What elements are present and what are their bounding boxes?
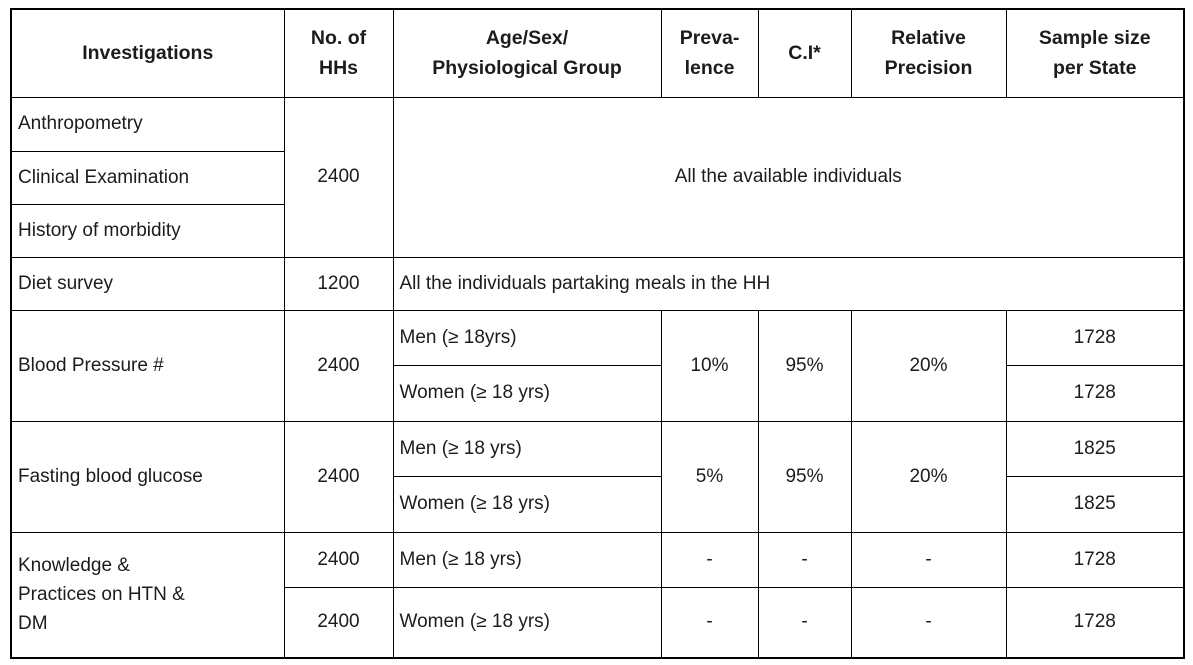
cell-investigation-diet-survey: Diet survey <box>10 256 285 311</box>
table-row-history-of-morbidity: History of morbidity <box>10 203 1184 258</box>
header-investigations: Investigations <box>10 8 285 98</box>
cell-investigation-blood-pressure: Blood Pressure # <box>10 309 285 422</box>
cell-relative-precision-fasting-blood-glucose: 20% <box>850 420 1007 533</box>
cell-sample-knowledge-practices-women: 1728 <box>1005 586 1185 659</box>
table-row-knowledge-practices-women: 2400 Women (≥ 18 yrs) - - - 1728 <box>11 586 1185 659</box>
table-row-blood-pressure-men: Blood Pressure # 2400 Men (≥ 18yrs) 10% … <box>10 309 1185 422</box>
table-row-fasting-blood-glucose-women: Women (≥ 18 yrs) 1825 <box>11 475 1185 533</box>
cell-relative-precision-knowledge-practices-men: - <box>850 531 1007 588</box>
table-row-diet-survey: Diet survey 1200 All the individuals par… <box>10 256 1185 311</box>
cell-relative-precision-blood-pressure: 20% <box>850 309 1007 422</box>
header-sample-size: Sample size per State <box>1005 8 1185 98</box>
cell-group-blood-pressure-men: Men (≥ 18yrs) <box>392 309 662 366</box>
cell-sample-fasting-blood-glucose-men: 1825 <box>1005 420 1185 477</box>
cell-ci-knowledge-practices-women: - <box>757 586 852 659</box>
cell-group-knowledge-practices-men: Men (≥ 18 yrs) <box>392 531 662 588</box>
cell-sample-fasting-blood-glucose-women: 1825 <box>1005 475 1185 533</box>
cell-investigation-history-of-morbidity: History of morbidity <box>10 203 285 258</box>
header-age-sex-group: Age/Sex/ Physiological Group <box>392 8 662 98</box>
cell-hhs-fasting-blood-glucose: 2400 <box>283 420 394 533</box>
header-prevalence: Preva- lence <box>660 8 759 98</box>
survey-sampling-table: Investigations No. of HHs Age/Sex/ Physi… <box>10 8 1185 659</box>
cell-ci-blood-pressure: 95% <box>757 309 852 422</box>
cell-group-available-individuals: All the available individuals <box>392 96 1185 258</box>
header-row: Investigations No. of HHs Age/Sex/ Physi… <box>10 8 1185 98</box>
cell-prevalence-fasting-blood-glucose: 5% <box>660 420 759 533</box>
cell-sample-blood-pressure-men: 1728 <box>1005 309 1185 366</box>
cell-prevalence-knowledge-practices-women: - <box>660 586 759 659</box>
table-row-anthropometry: Anthropometry 2400 All the available ind… <box>10 96 1185 258</box>
header-ci: C.I* <box>757 8 852 98</box>
cell-investigation-knowledge-practices: Knowledge & Practices on HTN & DM <box>10 531 285 659</box>
cell-group-fasting-blood-glucose-men: Men (≥ 18 yrs) <box>392 420 662 477</box>
cell-ci-fasting-blood-glucose: 95% <box>757 420 852 533</box>
header-relative-precision: Relative Precision <box>850 8 1007 98</box>
table-row-knowledge-practices-men: Knowledge & Practices on HTN & DM 2400 M… <box>10 531 1185 659</box>
cell-group-knowledge-practices-women: Women (≥ 18 yrs) <box>392 586 662 659</box>
cell-sample-blood-pressure-women: 1728 <box>1005 364 1185 422</box>
cell-ci-knowledge-practices-men: - <box>757 531 852 588</box>
cell-prevalence-knowledge-practices-men: - <box>660 531 759 588</box>
cell-sample-knowledge-practices-men: 1728 <box>1005 531 1185 588</box>
cell-investigation-fasting-blood-glucose: Fasting blood glucose <box>10 420 285 533</box>
cell-investigation-anthropometry: Anthropometry <box>10 96 285 152</box>
header-no-of-hhs: No. of HHs <box>283 8 394 98</box>
cell-group-blood-pressure-women: Women (≥ 18 yrs) <box>392 364 662 422</box>
cell-prevalence-blood-pressure: 10% <box>660 309 759 422</box>
cell-hhs-knowledge-practices-men: 2400 <box>283 531 394 588</box>
cell-hhs-blood-pressure: 2400 <box>283 309 394 422</box>
cell-hhs-diet-survey: 1200 <box>283 256 394 311</box>
cell-relative-precision-knowledge-practices-women: - <box>850 586 1007 659</box>
cell-investigation-clinical-examination: Clinical Examination <box>10 150 285 205</box>
table-row-fasting-blood-glucose-men: Fasting blood glucose 2400 Men (≥ 18 yrs… <box>10 420 1185 533</box>
cell-group-fasting-blood-glucose-women: Women (≥ 18 yrs) <box>392 475 662 533</box>
table-row-clinical-examination: Clinical Examination <box>10 150 1184 205</box>
cell-hhs-available-group: 2400 <box>283 96 394 258</box>
cell-group-diet-survey: All the individuals partaking meals in t… <box>392 256 1185 311</box>
cell-hhs-knowledge-practices-women: 2400 <box>283 586 394 659</box>
